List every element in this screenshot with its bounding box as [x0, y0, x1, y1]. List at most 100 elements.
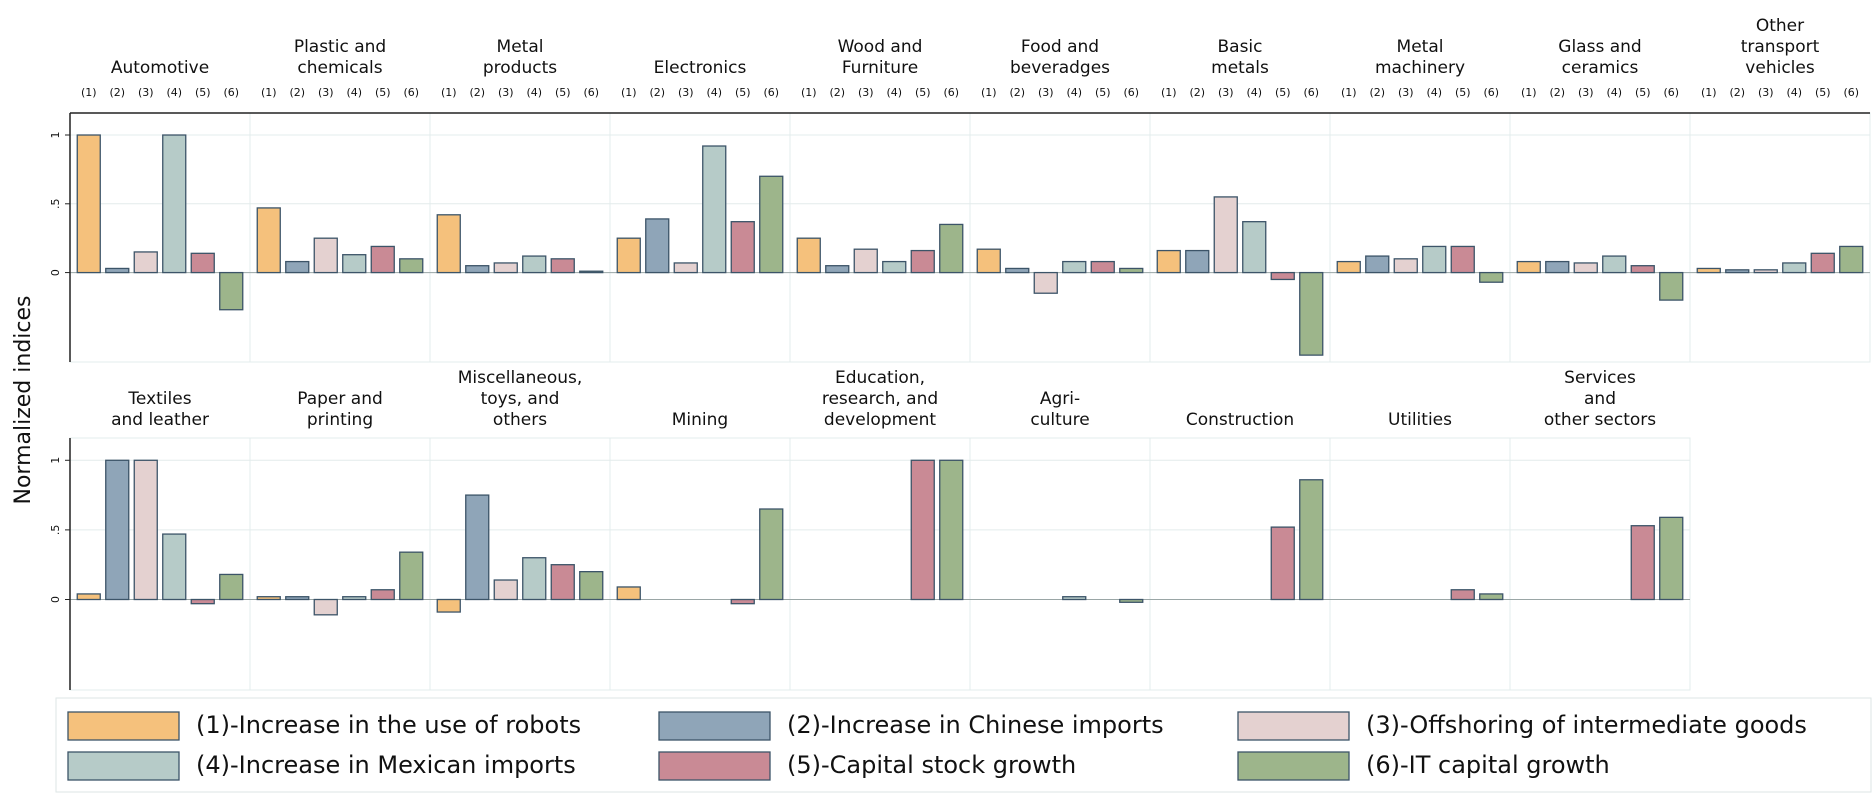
- facet-title: ceramics: [1562, 58, 1639, 78]
- bar-label: (5): [555, 86, 571, 99]
- y-tick-label: .5: [49, 199, 62, 210]
- bar: [853, 248, 878, 274]
- legend-label: (3)-Offshoring of intermediate goods: [1366, 711, 1807, 739]
- bar: [1602, 255, 1627, 274]
- bar: [1573, 262, 1598, 274]
- legend-box: [55, 697, 1872, 793]
- bar-label: (3): [1578, 86, 1594, 99]
- bar: [673, 262, 698, 274]
- facet-title: printing: [307, 410, 373, 430]
- bar: [1270, 526, 1295, 601]
- bar: [1479, 271, 1504, 283]
- bar: [616, 237, 641, 274]
- bar: [1450, 589, 1475, 601]
- facet-title: Agri-: [1040, 389, 1080, 409]
- bar: [1659, 271, 1684, 301]
- facet-title: Basic: [1217, 37, 1262, 57]
- bar: [1516, 260, 1541, 274]
- legend-label: (2)-Increase in Chinese imports: [787, 711, 1164, 739]
- bar: [370, 245, 395, 274]
- bar-label: (2): [1189, 86, 1205, 99]
- legend-swatch: [1237, 751, 1350, 781]
- bar-label: (1): [261, 86, 277, 99]
- bar-label: (3): [1398, 86, 1414, 99]
- bar-label: (4): [1426, 86, 1442, 99]
- bar-label: (5): [735, 86, 751, 99]
- facet-title: Glass and: [1558, 37, 1641, 57]
- bar: [1422, 245, 1447, 274]
- legend-swatch: [658, 751, 771, 781]
- bar-label: (1): [1341, 86, 1357, 99]
- y-tick-label: .5: [49, 525, 62, 536]
- bar: [190, 252, 215, 274]
- bar: [219, 271, 244, 311]
- bar-label: (4): [1606, 86, 1622, 99]
- bar-label: (5): [195, 86, 211, 99]
- facet-title: Other: [1756, 16, 1804, 36]
- bar-label: (4): [346, 86, 362, 99]
- bar: [550, 258, 575, 274]
- bar: [1213, 196, 1238, 274]
- bar: [910, 459, 935, 601]
- bar-label: (5): [915, 86, 931, 99]
- bar: [285, 596, 310, 601]
- bar-label: (2): [109, 86, 125, 99]
- bar: [342, 596, 367, 601]
- bar: [465, 265, 490, 274]
- bar: [702, 145, 727, 274]
- bar: [1630, 265, 1655, 274]
- legend-label: (5)-Capital stock growth: [787, 751, 1076, 779]
- bar-label: (4): [1246, 86, 1262, 99]
- bar-label: (6): [943, 86, 959, 99]
- bar-label: (1): [1701, 86, 1717, 99]
- bar: [1659, 516, 1684, 601]
- facet-title: Paper and: [297, 389, 383, 409]
- bar: [1336, 260, 1361, 274]
- facet-title: Services: [1564, 368, 1636, 388]
- bar: [976, 248, 1001, 274]
- bar-label: (3): [1758, 86, 1774, 99]
- bar: [825, 265, 850, 274]
- y-tick-label: 1: [49, 132, 62, 139]
- bar: [796, 237, 821, 274]
- bar-label: (6): [763, 86, 779, 99]
- bar: [759, 175, 784, 274]
- bar-label: (1): [441, 86, 457, 99]
- bar-label: (6): [223, 86, 239, 99]
- bar: [219, 573, 244, 601]
- bar-label: (5): [1455, 86, 1471, 99]
- bar: [579, 270, 604, 274]
- y-tick-label: 1: [49, 457, 62, 464]
- bar: [882, 260, 907, 274]
- bar: [1450, 245, 1475, 274]
- bar: [313, 598, 338, 616]
- bar-label: (5): [375, 86, 391, 99]
- facet-title: culture: [1030, 410, 1089, 430]
- facet-title: Plastic and: [294, 37, 386, 57]
- facet-title: Furniture: [842, 58, 918, 78]
- bar-label: (2): [649, 86, 665, 99]
- facet-title: others: [493, 410, 547, 430]
- facet-title: Metal: [497, 37, 544, 57]
- facet-title: Construction: [1186, 410, 1294, 430]
- facet-title: Metal: [1397, 37, 1444, 57]
- facet-title: vehicles: [1745, 58, 1815, 78]
- bar: [1753, 269, 1778, 274]
- facet-title: beveradges: [1010, 58, 1110, 78]
- legend-label: (6)-IT capital growth: [1366, 751, 1610, 779]
- bar: [1119, 267, 1144, 274]
- bar-label: (6): [1663, 86, 1679, 99]
- bar: [1810, 252, 1835, 274]
- bar: [1242, 221, 1267, 274]
- bar: [1062, 260, 1087, 274]
- bar: [1393, 258, 1418, 274]
- bar-label: (3): [498, 86, 514, 99]
- bar-label: (5): [1095, 86, 1111, 99]
- bar-label: (4): [886, 86, 902, 99]
- bar-label: (4): [1786, 86, 1802, 99]
- facet-title: Miscellaneous,: [458, 368, 583, 388]
- bar: [759, 508, 784, 601]
- bar: [190, 598, 215, 605]
- bar-label: (2): [289, 86, 305, 99]
